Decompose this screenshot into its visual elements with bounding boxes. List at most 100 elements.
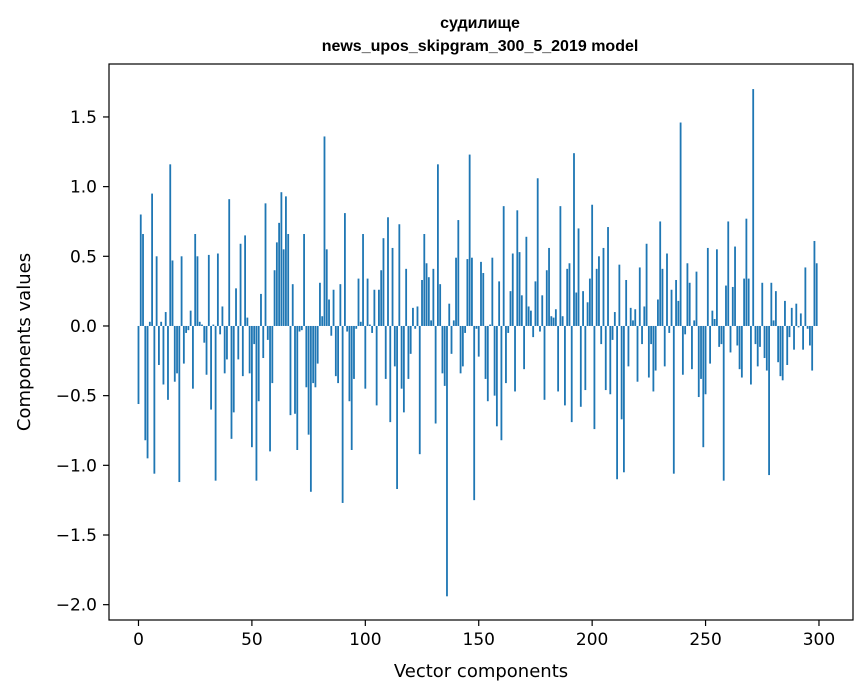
bar bbox=[752, 89, 755, 326]
bar bbox=[241, 325, 244, 377]
bar bbox=[627, 325, 630, 367]
bar bbox=[527, 306, 530, 326]
bar bbox=[180, 256, 183, 326]
bar bbox=[264, 203, 267, 326]
bar bbox=[251, 325, 253, 448]
bar bbox=[455, 257, 457, 326]
bar bbox=[768, 325, 770, 476]
bar bbox=[809, 325, 811, 346]
bar bbox=[432, 268, 435, 326]
bar bbox=[160, 321, 163, 326]
bar bbox=[443, 325, 446, 386]
bar bbox=[189, 310, 192, 326]
bar bbox=[425, 263, 428, 326]
bar bbox=[679, 122, 682, 326]
bar bbox=[475, 325, 478, 329]
bar bbox=[634, 309, 637, 326]
bar bbox=[777, 325, 780, 363]
bar bbox=[291, 284, 294, 326]
bar bbox=[216, 253, 219, 326]
bar bbox=[661, 268, 664, 326]
bar bbox=[346, 325, 349, 332]
bar bbox=[255, 325, 258, 481]
x-axis-label: Vector components bbox=[394, 661, 568, 682]
bar bbox=[226, 325, 228, 360]
y-tick-label: 1.0 bbox=[70, 178, 97, 198]
bar bbox=[654, 325, 657, 371]
bar bbox=[477, 325, 480, 357]
bar bbox=[294, 325, 296, 414]
bar bbox=[212, 324, 215, 326]
bar bbox=[382, 238, 385, 326]
bar bbox=[505, 325, 507, 384]
bar bbox=[321, 316, 324, 326]
bar bbox=[289, 325, 292, 416]
bar bbox=[384, 325, 387, 379]
bar bbox=[516, 210, 519, 326]
bar bbox=[548, 247, 550, 326]
bar bbox=[711, 310, 714, 326]
bar bbox=[670, 289, 673, 326]
bar bbox=[675, 279, 677, 326]
bar bbox=[511, 253, 514, 326]
bar bbox=[389, 325, 392, 423]
x-tick-label: 200 bbox=[576, 630, 608, 650]
bar bbox=[507, 325, 510, 333]
bar bbox=[756, 325, 759, 367]
bar bbox=[523, 325, 525, 370]
bar bbox=[239, 243, 242, 326]
bar bbox=[543, 325, 546, 400]
bar bbox=[570, 325, 573, 423]
bar bbox=[584, 325, 587, 391]
bar bbox=[178, 325, 181, 483]
bar bbox=[691, 325, 693, 370]
bar bbox=[577, 228, 580, 326]
bar bbox=[171, 260, 174, 326]
bar bbox=[330, 325, 333, 336]
bar bbox=[187, 325, 190, 331]
bar bbox=[509, 291, 512, 326]
bar bbox=[366, 278, 369, 326]
bar bbox=[502, 206, 505, 326]
bar bbox=[357, 278, 360, 326]
bar bbox=[697, 325, 700, 398]
bar bbox=[788, 325, 791, 338]
bar bbox=[378, 289, 380, 326]
bar bbox=[282, 249, 285, 326]
bar bbox=[418, 325, 421, 455]
bar bbox=[681, 325, 684, 375]
bar bbox=[448, 303, 451, 326]
bar bbox=[173, 325, 176, 382]
bar bbox=[155, 256, 158, 326]
bar bbox=[550, 316, 553, 326]
bar bbox=[210, 325, 212, 410]
bar bbox=[437, 164, 439, 326]
bar bbox=[625, 279, 628, 326]
bar bbox=[790, 307, 793, 326]
bar bbox=[359, 321, 362, 326]
bar bbox=[334, 325, 337, 377]
x-tick-label: 150 bbox=[463, 630, 495, 650]
bar bbox=[459, 325, 462, 374]
chart-subtitle: news_upos_skipgram_300_5_2019 model bbox=[322, 38, 639, 55]
bar bbox=[779, 325, 782, 377]
bar bbox=[198, 321, 201, 326]
bar bbox=[468, 154, 471, 326]
bar bbox=[368, 324, 371, 326]
bar bbox=[734, 246, 736, 326]
bar bbox=[144, 325, 147, 441]
bar bbox=[713, 319, 716, 326]
bar bbox=[495, 325, 498, 427]
bar bbox=[663, 325, 666, 367]
bar bbox=[806, 325, 809, 329]
bar bbox=[473, 325, 476, 501]
bar bbox=[557, 325, 560, 392]
bar bbox=[632, 320, 634, 326]
bar bbox=[797, 325, 800, 328]
bar bbox=[362, 234, 364, 326]
bar bbox=[169, 164, 172, 326]
bar bbox=[262, 325, 265, 359]
bar bbox=[781, 325, 784, 381]
bar bbox=[203, 325, 206, 343]
bar bbox=[314, 325, 317, 388]
